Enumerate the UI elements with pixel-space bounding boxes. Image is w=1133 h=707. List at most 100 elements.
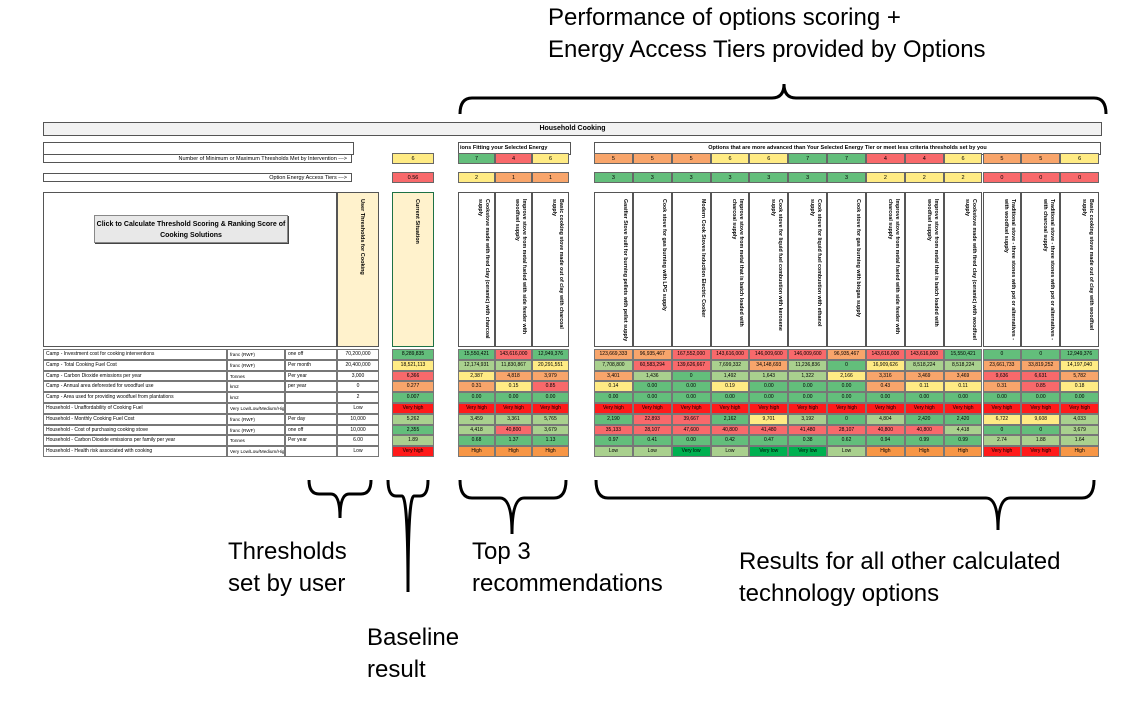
- user-thresholds-header-text: User Thresholds for Cooking: [359, 199, 365, 275]
- row-threshold: Low: [337, 403, 379, 414]
- score-cell: 4: [495, 153, 532, 164]
- other-value: Very high: [827, 403, 866, 414]
- other-value: Low: [594, 446, 633, 457]
- top3-value: 11,830,867: [495, 359, 532, 371]
- top3-value: 12,174,931: [458, 359, 495, 371]
- option-name: Traditional stove - three stones with po…: [1042, 199, 1056, 340]
- other-value: 2,190: [594, 413, 633, 425]
- option-column-header: Gasifier Stove built for burning pellets…: [594, 192, 633, 347]
- score-cell: 3: [710, 172, 750, 183]
- other-value: 0.43: [865, 381, 905, 393]
- other-value: 123,669,333: [594, 349, 633, 360]
- other-value: 0.00: [632, 392, 672, 403]
- score-cell: 3: [788, 172, 828, 183]
- option-name: Modern Cook Stoves Induction Electric Co…: [699, 199, 706, 318]
- top3-value: 0.68: [458, 435, 495, 447]
- other-value: 0.99: [943, 435, 983, 447]
- row-label: Camp - Total Cooking Fuel Cost: [43, 359, 227, 371]
- top3-value: 0.31: [458, 381, 495, 393]
- score-cell: 6: [943, 153, 983, 164]
- other-value: 143,616,000: [865, 349, 905, 360]
- row-label: Camp - Area used for providing woodfuel …: [43, 392, 227, 403]
- top3-value: 3,979: [532, 370, 569, 382]
- other-value: 0.00: [865, 392, 905, 403]
- current-value: Very high: [392, 446, 434, 457]
- top3-value: 20,291,551: [532, 359, 569, 371]
- brace-others: [594, 479, 1096, 531]
- option-name: Basic cooking stove made out of clay wit…: [1081, 199, 1095, 331]
- row-threshold: 70,200,000: [337, 349, 379, 360]
- row-period: [285, 446, 337, 457]
- other-value: 7,699,332: [710, 359, 750, 371]
- current-value: Very high: [392, 403, 434, 414]
- row-label: Camp - Carbon Dioxide emissions per year: [43, 370, 227, 382]
- calculate-button[interactable]: Click to Calculate Threshold Scoring & R…: [94, 215, 288, 243]
- top3-value: High: [532, 446, 569, 457]
- other-value: 41,480: [749, 424, 789, 436]
- score-cell: 5: [671, 153, 711, 164]
- other-value: 9,608: [1021, 413, 1061, 425]
- other-value: 0.00: [749, 392, 789, 403]
- other-value: 14,197,040: [1060, 359, 1100, 371]
- other-value: 3,401: [594, 370, 633, 382]
- score-cell: 6: [749, 153, 789, 164]
- other-value: 0.00: [632, 381, 672, 393]
- row-period: Per month: [285, 359, 337, 371]
- brace-top: [458, 83, 1108, 115]
- other-value: 1,436: [632, 370, 672, 382]
- other-value: 8,518,224: [943, 359, 983, 371]
- current-value: 6,366: [392, 370, 434, 382]
- other-value: 0.00: [827, 392, 866, 403]
- other-value: 28,107: [632, 424, 672, 436]
- top3-value: Very high: [532, 403, 569, 414]
- annotation-top3: Top 3 recommendations: [472, 538, 663, 597]
- option-column-header: Cook stove for gas burning with LPG supp…: [632, 192, 672, 347]
- other-value: Very high: [788, 403, 828, 414]
- thresholds-met-label: Number of Minimum or Maximum Thresholds …: [43, 154, 352, 163]
- other-value: 167,552,000: [671, 349, 711, 360]
- current-situation-header-text: Current Situation: [414, 199, 420, 244]
- option-name: Cook stove for gas burning with biogas s…: [854, 199, 861, 318]
- top3-value: High: [458, 446, 495, 457]
- row-threshold: 10,000: [337, 424, 379, 436]
- score-cell: 3: [827, 172, 866, 183]
- row-threshold: 6.00: [337, 435, 379, 447]
- other-value: 39,667: [671, 413, 711, 425]
- other-value: 143,616,000: [710, 349, 750, 360]
- other-value: 0.94: [865, 435, 905, 447]
- annotation-others: Results for all other calculated technol…: [739, 548, 1061, 607]
- row-unit: franc (RWF): [227, 424, 285, 436]
- other-value: 12,949,376: [1060, 349, 1100, 360]
- score-cell: 1: [532, 172, 569, 183]
- top3-value: Very high: [458, 403, 495, 414]
- annotation-thresholds: Thresholds set by user: [228, 538, 347, 597]
- score-cell: 2: [904, 172, 944, 183]
- other-value: 28,107: [827, 424, 866, 436]
- score-cell: 5: [632, 153, 672, 164]
- option-name: Cook stove for liquid fuel combustion wi…: [770, 199, 784, 331]
- other-value: 0.00: [671, 381, 711, 393]
- other-value: 15,550,421: [943, 349, 983, 360]
- other-value: 0.00: [827, 381, 866, 393]
- other-value: 2,420: [904, 413, 944, 425]
- user-thresholds-header: User Thresholds for Cooking: [337, 192, 379, 347]
- other-value: 3,469: [943, 370, 983, 382]
- other-value: 8,518,224: [904, 359, 944, 371]
- other-value: 4,418: [943, 424, 983, 436]
- other-value: Very low: [749, 446, 789, 457]
- row-label: Household - Monthly Cooking Fuel Cost: [43, 413, 227, 425]
- row-threshold: Low: [337, 446, 379, 457]
- top3-value: 3,459: [458, 413, 495, 425]
- top3-value: Very high: [495, 403, 532, 414]
- other-value: 0.00: [788, 381, 828, 393]
- option-column-header: Cookstove made with fired clay (ceramic)…: [943, 192, 983, 347]
- other-value: Very high: [865, 403, 905, 414]
- other-value: 0.41: [632, 435, 672, 447]
- other-value: 3,469: [904, 370, 944, 382]
- top3-value: 1.13: [532, 435, 569, 447]
- row-label: Camp - Investment cost for cooking inter…: [43, 349, 227, 360]
- row-label: Camp - Annual area deforested for woodfu…: [43, 381, 227, 393]
- score-cell: 5: [982, 153, 1022, 164]
- other-value: 35,133: [594, 424, 633, 436]
- top3-value: 5,765: [532, 413, 569, 425]
